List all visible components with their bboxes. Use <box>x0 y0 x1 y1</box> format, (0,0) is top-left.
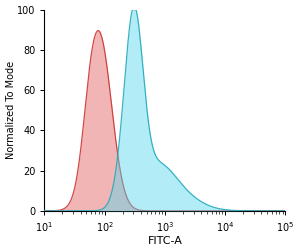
Y-axis label: Normalized To Mode: Normalized To Mode <box>6 61 16 159</box>
X-axis label: FITC-A: FITC-A <box>147 236 182 246</box>
